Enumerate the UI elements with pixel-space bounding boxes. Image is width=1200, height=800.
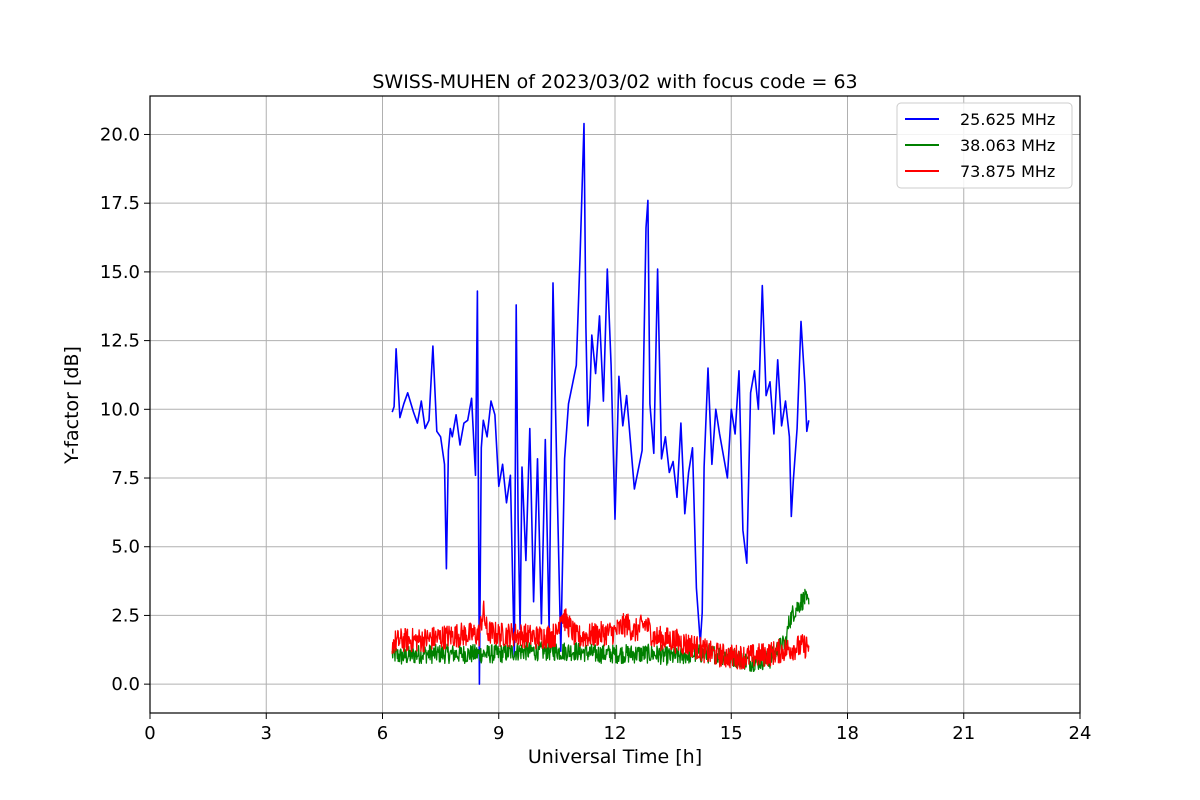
x-axis-label: Universal Time [h] <box>528 746 702 768</box>
y-tick-label: 10.0 <box>100 399 140 420</box>
series-line-3 <box>391 600 810 670</box>
x-tick-label: 18 <box>836 723 859 744</box>
legend-box <box>896 102 1073 189</box>
legend-entry: 73.875 MHz <box>960 162 1055 181</box>
y-tick-label: 0.0 <box>111 674 140 695</box>
x-tick-label: 12 <box>604 723 627 744</box>
y-tick-label: 5.0 <box>111 537 140 558</box>
series-line-2 <box>391 588 810 673</box>
legend-entry: 38.063 MHz <box>960 136 1055 155</box>
x-tick-label: 15 <box>720 723 743 744</box>
x-tick-label: 6 <box>377 723 388 744</box>
series-line-1 <box>391 122 810 685</box>
chart-title: SWISS-MUHEN of 2023/03/02 with focus cod… <box>372 71 857 93</box>
series-layer <box>391 122 810 685</box>
y-tick-label: 12.5 <box>100 331 140 352</box>
y-tick-label: 17.5 <box>100 193 140 214</box>
y-tick-label: 15.0 <box>100 262 140 283</box>
y-tick-label: 7.5 <box>111 468 140 489</box>
legend: 25.625 MHz 38.063 MHz 73.875 MHz <box>896 102 1073 189</box>
x-tick-label: 0 <box>144 723 155 744</box>
y-axis-label: Y-factor [dB] <box>61 346 83 465</box>
ticks: 0 3 6 9 12 15 18 21 24 0.0 2.5 5.0 7.5 10.0 12.5 15.0 17… <box>100 124 1092 744</box>
x-tick-label: 3 <box>261 723 272 744</box>
x-tick-label: 24 <box>1069 723 1092 744</box>
x-tick-label: 21 <box>952 723 975 744</box>
y-tick-label: 2.5 <box>111 605 140 626</box>
y-tick-label: 20.0 <box>100 124 140 145</box>
x-tick-label: 9 <box>493 723 504 744</box>
legend-entry: 25.625 MHz <box>960 110 1055 129</box>
grid <box>150 96 1080 713</box>
